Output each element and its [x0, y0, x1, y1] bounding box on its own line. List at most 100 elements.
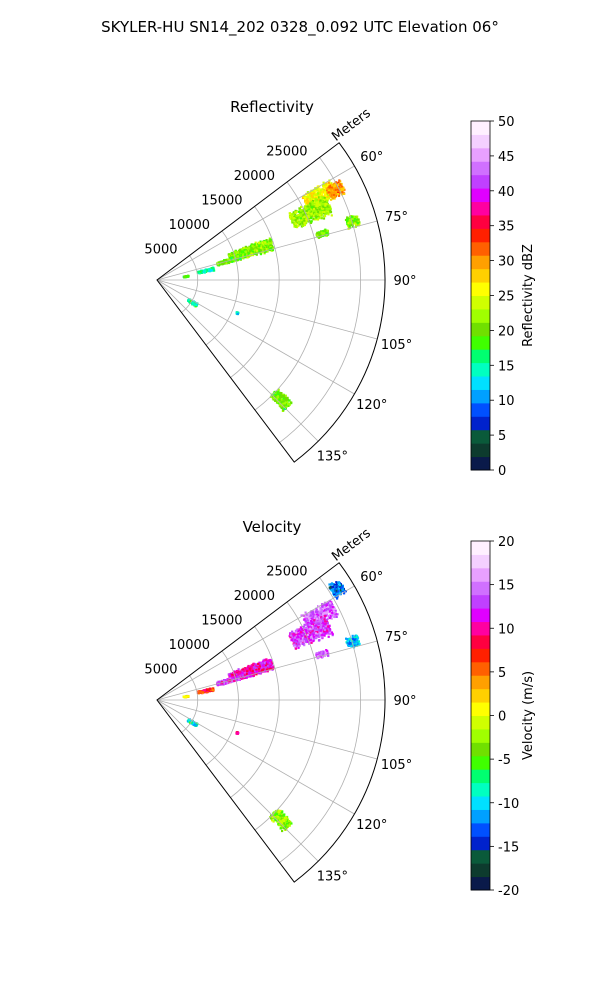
echo-gate — [327, 654, 330, 657]
echo-gate — [330, 631, 333, 634]
echo-gate — [324, 204, 327, 207]
echo-gate — [247, 664, 250, 668]
echo-gate — [315, 195, 318, 198]
echo-gate — [305, 203, 308, 206]
echo-gate — [253, 244, 256, 247]
echo-gate — [302, 633, 306, 636]
echo-gate — [288, 403, 291, 406]
echo-gate — [271, 248, 275, 252]
echo-gate — [328, 186, 332, 189]
echo-gate — [329, 193, 332, 197]
echo-gate — [308, 624, 311, 627]
echo-gate — [358, 642, 361, 645]
echo-gate — [337, 588, 340, 591]
echo-gate — [227, 260, 230, 263]
azimuth-tick-label: 120° — [356, 398, 387, 413]
echo-gate — [316, 624, 319, 627]
echo-gate — [264, 241, 267, 244]
echo-gate — [220, 260, 224, 263]
echo-gate — [210, 268, 213, 272]
echo-gate — [328, 609, 331, 612]
echo-gate — [257, 249, 260, 252]
echo-gate — [258, 245, 261, 248]
echo-gate — [277, 390, 280, 393]
echo-gate — [309, 207, 312, 210]
echo-gate — [243, 671, 246, 675]
echo-gate — [329, 613, 333, 616]
echo-gate — [357, 640, 360, 643]
echo-gate — [348, 642, 351, 645]
echo-gate — [334, 195, 337, 198]
echo-gate — [291, 213, 294, 216]
colorbar-segment — [471, 134, 490, 149]
echo-gate — [322, 191, 325, 194]
echo-gate — [331, 185, 334, 188]
echo-gate — [294, 647, 298, 650]
echo-gate — [300, 205, 303, 208]
echo-gate — [313, 612, 316, 615]
echo-gate — [318, 214, 321, 217]
echo-gate — [257, 665, 260, 668]
echo-gate — [299, 223, 302, 226]
echo-gate — [355, 215, 358, 218]
echo-gate — [327, 609, 330, 612]
echo-gate — [299, 642, 302, 645]
range-ring — [279, 157, 361, 443]
echo-gate — [339, 583, 342, 586]
echo-gate — [319, 212, 322, 215]
echo-gate — [311, 611, 314, 614]
echo-gate — [187, 695, 190, 698]
echo-gate — [194, 303, 197, 306]
echo-gate — [312, 189, 315, 192]
echo-gate — [291, 215, 294, 218]
echo-gate — [335, 615, 338, 618]
echo-gate — [353, 636, 356, 639]
echo-gate — [291, 220, 294, 223]
echo-gate — [293, 643, 296, 646]
echo-gate — [261, 247, 264, 250]
echo-gate — [310, 620, 313, 623]
echo-gate — [256, 249, 259, 252]
echo-gate — [326, 233, 330, 236]
echo-gate — [293, 640, 296, 643]
echo-gate — [291, 218, 294, 221]
echo-gate — [272, 398, 275, 401]
echo-gate — [322, 630, 326, 633]
echo-gate — [259, 249, 262, 252]
echo-gate — [241, 673, 244, 677]
echo-gate — [238, 254, 241, 257]
colorbar-tick-label: 50 — [498, 115, 515, 130]
echo-gate — [260, 669, 263, 672]
echo-gate — [309, 627, 312, 630]
echo-gate — [325, 614, 328, 617]
echo-gate — [317, 626, 320, 629]
echo-gate — [325, 624, 328, 627]
echo-gate — [259, 246, 262, 249]
echo-gate — [268, 668, 271, 671]
echo-gate — [252, 666, 255, 669]
echo-gate — [316, 193, 320, 196]
echo-gate — [334, 609, 337, 612]
echo-gate — [237, 676, 240, 679]
echo-gate — [326, 651, 329, 654]
echo-gate — [258, 665, 262, 668]
echo-gate — [298, 644, 301, 647]
echo-gate — [337, 590, 340, 593]
echo-gate — [309, 639, 312, 642]
echo-gate — [258, 669, 261, 673]
echo-gate — [317, 614, 321, 617]
echo-gate — [207, 689, 210, 692]
echo-gate — [321, 656, 324, 659]
echo-gate — [309, 614, 312, 617]
echo-gate — [309, 204, 313, 207]
echo-gate — [231, 255, 234, 259]
echo-gate — [242, 251, 245, 254]
echo-gate — [258, 250, 261, 254]
echo-gate — [295, 629, 298, 632]
echo-gate — [221, 262, 225, 265]
echo-gate — [285, 400, 289, 403]
echo-gate — [277, 401, 280, 405]
echo-gate — [199, 690, 202, 693]
echo-gate — [270, 662, 273, 665]
echo-gate — [314, 193, 317, 196]
